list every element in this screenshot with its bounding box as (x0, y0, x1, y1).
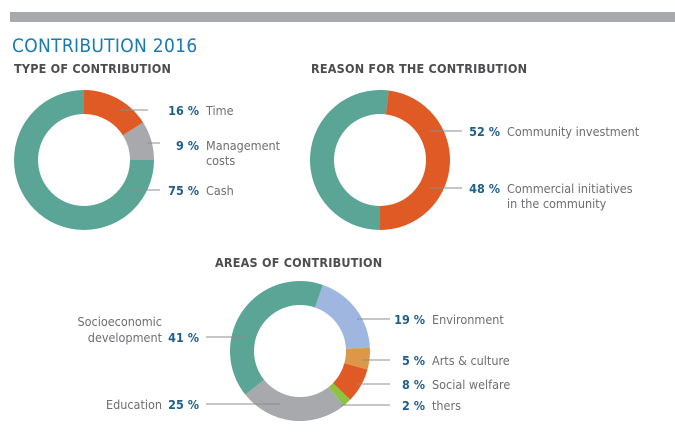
slice-label-community-investment: Community investment (507, 124, 640, 139)
pct-label-management-costs: 9 % (176, 138, 199, 153)
slice-social-welfare (332, 363, 368, 400)
pct-label-socioeconomic-development: 41 % (168, 330, 199, 345)
slice-education (245, 379, 344, 421)
slice-management-costs (122, 122, 154, 160)
chart-title-type: TYPE OF CONTRIBUTION (14, 61, 171, 76)
pct-label-cash: 75 % (168, 183, 199, 198)
pct-label-education: 25 % (168, 397, 199, 412)
chart-title-reason: REASON FOR THE CONTRIBUTION (311, 61, 527, 76)
type-of-contribution-chart: TYPE OF CONTRIBUTION 16 % Time 9 % Manageme… (14, 61, 281, 230)
slice-label-social-welfare: Social welfare (432, 377, 510, 392)
slice-commercial-initiatives-in-the-community (380, 90, 451, 231)
slice-label-environment: Environment (432, 312, 504, 327)
slice-label-socioeconomic-development: Socioeconomic (78, 314, 162, 329)
slice-thers (328, 383, 351, 406)
slice-label-socioeconomic-development: development (88, 330, 163, 345)
page-title: CONTRIBUTION 2016 (12, 35, 198, 57)
pct-label-environment: 19 % (394, 312, 425, 327)
slice-community-investment (310, 90, 389, 231)
slice-cash (14, 90, 154, 230)
header-bar (10, 12, 675, 22)
pct-label-arts-culture: 5 % (402, 353, 425, 368)
reason-for-contribution-chart: REASON FOR THE CONTRIBUTION 52 % Communit… (310, 61, 640, 231)
pct-label-time: 16 % (168, 103, 199, 118)
pct-label-social-welfare: 8 % (402, 377, 425, 392)
pct-label-community-investment: 52 % (469, 124, 500, 139)
slice-label-commercial-initiatives-in-the-community: in the community (507, 196, 607, 211)
slice-label-management-costs: Management (206, 138, 281, 153)
pct-label-thers: 2 % (402, 398, 425, 413)
slice-label-arts-culture: Arts & culture (432, 353, 510, 368)
pct-label-commercial-initiatives-in-the-community: 48 % (469, 181, 500, 196)
slice-label-commercial-initiatives-in-the-community: Commercial initiatives (507, 181, 633, 196)
slice-label-management-costs: costs (206, 153, 235, 168)
slice-label-thers: thers (432, 398, 461, 413)
slice-arts-culture (344, 347, 370, 370)
slice-socioeconomic-development (229, 280, 323, 395)
slice-time (84, 90, 144, 136)
slice-environment (314, 284, 370, 349)
slice-label-cash: Cash (206, 183, 234, 198)
chart-title-areas: AREAS OF CONTRIBUTION (215, 255, 382, 270)
slice-label-education: Education (106, 397, 162, 412)
areas-of-contribution-chart: AREAS OF CONTRIBUTION 19 % Environment 5 %… (78, 255, 510, 421)
slice-label-time: Time (205, 103, 234, 118)
